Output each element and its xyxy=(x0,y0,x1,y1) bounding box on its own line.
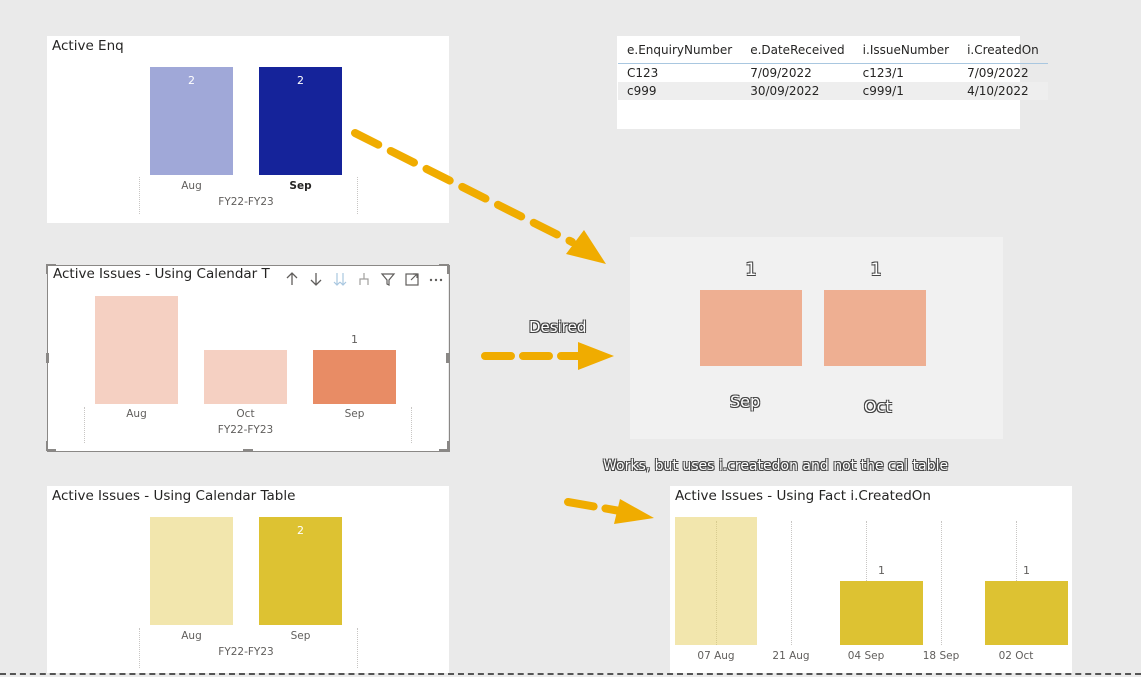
resize-handle[interactable] xyxy=(46,441,48,451)
data-label: 2 xyxy=(297,74,304,87)
data-label: 1 xyxy=(745,260,757,280)
gridline xyxy=(941,521,942,645)
x-tick-label: 02 Oct xyxy=(998,650,1034,662)
arrow-head-icon xyxy=(578,342,614,370)
x-tick-label: 07 Aug xyxy=(697,650,735,662)
bar-sep xyxy=(700,290,802,366)
resize-handle[interactable] xyxy=(46,449,56,451)
gridline xyxy=(139,628,140,668)
x-tick-label: Sep xyxy=(344,408,365,420)
filter-icon[interactable] xyxy=(380,271,396,287)
visual-title: Active Enq xyxy=(52,38,124,54)
x-tick-label: Aug xyxy=(181,630,202,642)
resize-handle[interactable] xyxy=(439,449,449,451)
resize-handle[interactable] xyxy=(46,353,49,363)
active-enq-visual[interactable]: Active Enq 2 2 Aug Sep FY22-FY23 xyxy=(47,36,449,223)
x-tick-label: Sep xyxy=(730,392,761,411)
table-cell: 30/09/2022 xyxy=(741,82,854,100)
table-cell: c123/1 xyxy=(862,66,904,80)
table-cell: c999/1 xyxy=(853,82,959,100)
x-tick-label: Sep xyxy=(289,180,312,192)
resize-handle[interactable] xyxy=(243,449,253,452)
column-header[interactable]: i.CreatedOn xyxy=(958,41,1048,64)
gridline xyxy=(357,628,358,668)
x-tick-label: 04 Sep xyxy=(847,650,885,662)
gridline xyxy=(411,407,412,443)
column-header[interactable]: e.DateReceived xyxy=(741,41,854,64)
x-tick-label: Oct xyxy=(236,408,255,420)
gridline xyxy=(357,177,358,214)
table-cell: c999 xyxy=(618,82,742,100)
resize-handle[interactable] xyxy=(46,264,56,266)
x-tick-label: Aug xyxy=(181,180,202,192)
bar-aug[interactable] xyxy=(95,296,178,404)
issues-calendar-selected-visual[interactable]: Active Issues - Using Calendar T 1 Aug O… xyxy=(48,265,448,451)
page-bottom-border xyxy=(0,673,1141,675)
column-header[interactable]: e.EnquiryNumber xyxy=(618,41,742,64)
x-axis-title: FY22-FY23 xyxy=(218,646,274,658)
data-label: 2 xyxy=(297,524,304,537)
arrow-to-desired-icon xyxy=(351,129,576,246)
data-label: 1 xyxy=(351,333,358,346)
issues-calendar-visual[interactable]: Active Issues - Using Calendar Table 2 A… xyxy=(47,486,449,673)
desired-panel: 1 1 Sep Oct xyxy=(630,237,1003,439)
bar[interactable] xyxy=(840,581,923,645)
data-label: 1 xyxy=(1023,564,1030,577)
x-tick-label: 18 Sep xyxy=(922,650,960,662)
bar-sep[interactable] xyxy=(259,517,342,625)
x-tick-label: 21 Aug xyxy=(772,650,810,662)
bar-sep[interactable] xyxy=(313,350,396,404)
desired-annotation: Desired xyxy=(529,318,587,336)
arrow-down-icon[interactable] xyxy=(308,271,324,287)
works-note-annotation: Works, but uses i.createdon and not the … xyxy=(603,458,949,474)
data-table: e.EnquiryNumber e.DateReceived i.IssueNu… xyxy=(618,41,1048,100)
table-header-row: e.EnquiryNumber e.DateReceived i.IssueNu… xyxy=(618,41,1048,64)
table-row[interactable]: C123 7/09/2022 c123/1 7/09/2022 xyxy=(618,64,1048,83)
data-label: 1 xyxy=(878,564,885,577)
visual-title: Active Issues - Using Calendar Table xyxy=(52,488,296,504)
x-tick-label: Aug xyxy=(126,408,147,420)
table-cell: C123 xyxy=(627,66,659,80)
bar-aug[interactable] xyxy=(150,517,233,625)
more-options-icon[interactable] xyxy=(428,271,444,287)
resize-handle[interactable] xyxy=(439,264,449,266)
visual-title: Active Issues - Using Calendar T xyxy=(53,266,270,282)
arrow-up-icon[interactable] xyxy=(284,271,300,287)
resize-handle[interactable] xyxy=(447,441,449,451)
bar-sep[interactable] xyxy=(259,67,342,175)
data-label: 1 xyxy=(870,260,882,280)
data-label: 2 xyxy=(188,74,195,87)
bar-oct xyxy=(824,290,926,366)
column-header[interactable]: i.IssueNumber xyxy=(853,41,959,64)
x-axis-title: FY22-FY23 xyxy=(217,424,274,436)
visual-header-icons xyxy=(280,271,444,287)
double-arrow-down-icon[interactable] xyxy=(332,271,348,287)
focus-mode-icon[interactable] xyxy=(404,271,420,287)
resize-handle[interactable] xyxy=(446,353,449,363)
table-cell: 7/09/2022 xyxy=(750,66,812,80)
bar-aug[interactable] xyxy=(150,67,233,175)
resize-handle[interactable] xyxy=(447,264,449,274)
gridline xyxy=(84,407,85,443)
bar-oct[interactable] xyxy=(204,350,287,404)
table-visual[interactable]: e.EnquiryNumber e.DateReceived i.IssueNu… xyxy=(617,36,1048,129)
resize-handle[interactable] xyxy=(46,264,48,274)
arrow-head-icon xyxy=(566,230,606,264)
gridline xyxy=(791,521,792,645)
table-cell: 4/10/2022 xyxy=(958,82,1048,100)
x-tick-label: Sep xyxy=(290,630,311,642)
arrow-head-icon xyxy=(614,499,654,524)
gridline xyxy=(139,177,140,214)
arrow-works-icon xyxy=(564,498,624,515)
issues-fact-visual[interactable]: Active Issues - Using Fact i.CreatedOn 1… xyxy=(670,486,1072,673)
gridline xyxy=(716,521,717,645)
table-cell: 7/09/2022 xyxy=(967,66,1029,80)
visual-title: Active Issues - Using Fact i.CreatedOn xyxy=(675,488,931,504)
table-row[interactable]: c999 30/09/2022 c999/1 4/10/2022 xyxy=(618,82,1048,100)
x-axis-title: FY22-FY23 xyxy=(218,196,274,208)
x-tick-label: Oct xyxy=(864,397,892,416)
expand-hierarchy-icon[interactable] xyxy=(356,271,372,287)
bar[interactable] xyxy=(985,581,1068,645)
